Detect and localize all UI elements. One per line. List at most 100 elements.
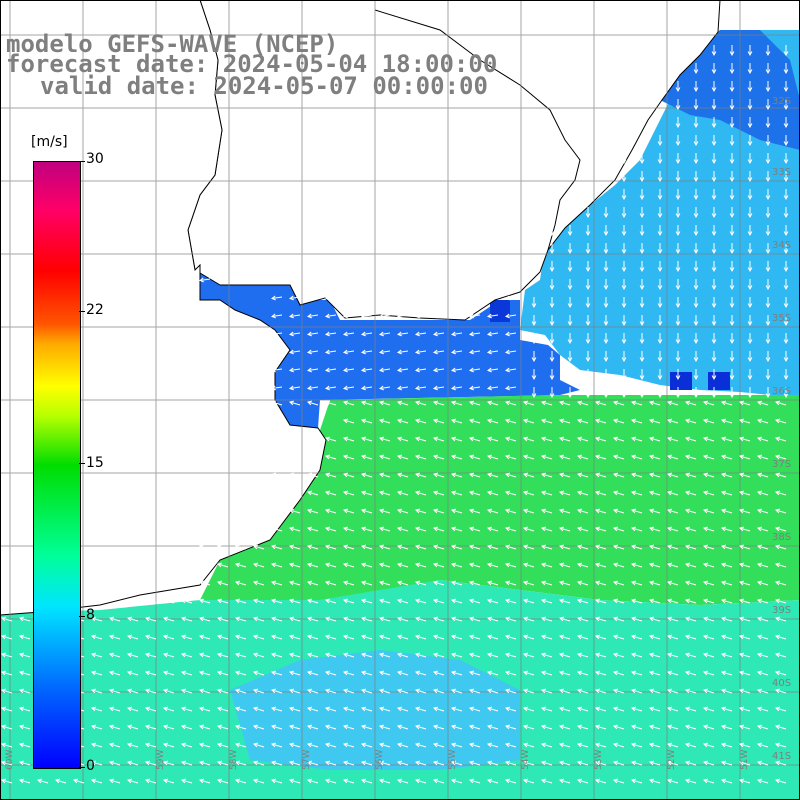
wind-arrow-head	[711, 339, 717, 345]
wind-arrow-head	[432, 331, 438, 337]
wind-arrow-head	[433, 634, 439, 640]
wind-arrow-head	[523, 472, 529, 478]
wind-arrow-shaft	[379, 509, 391, 514]
wind-arrow-head	[667, 400, 673, 406]
wind-arrow-head	[603, 213, 609, 219]
wind-arrow-shaft	[361, 401, 373, 406]
wind-arrow-head	[595, 472, 601, 478]
wind-arrow-shaft	[757, 473, 769, 478]
wind-arrow-shaft	[379, 599, 391, 604]
wind-arrow-shaft	[415, 671, 427, 676]
wind-arrow-shaft	[703, 743, 715, 748]
wind-arrow-head	[721, 652, 727, 658]
wind-arrow-head	[271, 670, 277, 676]
wind-arrow-head	[433, 436, 439, 442]
wind-arrow-shaft	[397, 350, 409, 353]
wind-arrow-head	[523, 706, 529, 712]
wind-arrow-head	[649, 598, 655, 604]
wind-arrow-head	[559, 688, 565, 694]
wind-arrow-shaft	[721, 473, 733, 478]
wind-arrow-shaft	[127, 779, 139, 784]
wind-arrow-head	[595, 688, 601, 694]
wind-arrow-shaft	[703, 491, 715, 496]
wind-arrow-shaft	[343, 545, 355, 550]
wind-arrow-head	[415, 742, 421, 748]
wind-arrow-shaft	[667, 635, 679, 640]
wind-arrow-head	[775, 706, 781, 712]
wind-arrow-shaft	[451, 296, 463, 299]
wind-arrow-shaft	[487, 617, 499, 622]
wind-arrow-shaft	[343, 743, 355, 748]
wind-arrow-shaft	[271, 671, 283, 676]
wind-arrow-head	[486, 367, 492, 373]
wind-arrow-shaft	[595, 707, 607, 712]
wind-arrow-shaft	[271, 725, 283, 730]
wind-arrow-head	[487, 598, 493, 604]
wind-arrow-head	[360, 295, 366, 301]
wind-arrow-head	[415, 400, 421, 406]
wind-arrow-head	[379, 670, 385, 676]
wind-arrow-shaft	[433, 509, 445, 514]
wind-arrow-shaft	[739, 455, 751, 460]
wind-arrow-shaft	[757, 455, 769, 460]
wind-arrow-head	[523, 742, 529, 748]
wind-arrow-head	[1, 778, 7, 784]
wind-arrow-shaft	[397, 725, 409, 730]
wind-arrow-shaft	[145, 599, 157, 604]
wind-arrow-shaft	[325, 743, 337, 748]
wind-arrow-shaft	[379, 779, 391, 784]
wind-arrow-shaft	[361, 386, 373, 389]
wind-arrow-head	[559, 652, 565, 658]
wind-arrow-head	[163, 760, 169, 766]
wind-arrow-head	[523, 634, 529, 640]
wind-arrow-head	[693, 159, 699, 165]
wind-arrow-shaft	[199, 545, 211, 550]
wind-arrow-head	[765, 303, 771, 309]
wind-arrow-head	[325, 544, 331, 550]
wind-arrow-shaft	[415, 599, 427, 604]
wind-arrow-head	[451, 418, 457, 424]
wind-arrow-head	[765, 231, 771, 237]
wind-arrow-head	[621, 159, 627, 165]
wind-arrow-head	[379, 652, 385, 658]
wind-arrow-shaft	[595, 671, 607, 676]
wind-arrow-shaft	[199, 743, 211, 748]
wind-arrow-head	[199, 724, 205, 730]
wind-arrow-head	[504, 367, 510, 373]
wind-arrow-shaft	[253, 581, 265, 586]
wind-arrow-shaft	[235, 743, 247, 748]
wind-arrow-head	[55, 778, 61, 784]
wind-arrow-head	[270, 385, 276, 391]
wind-arrow-shaft	[325, 563, 337, 568]
wind-arrow-shaft	[595, 473, 607, 478]
wind-arrow-head	[685, 598, 691, 604]
wind-arrow-head	[433, 760, 439, 766]
wind-arrow-shaft	[379, 761, 391, 766]
wind-arrow-head	[145, 760, 151, 766]
wind-arrow-head	[414, 349, 420, 355]
wind-arrow-head	[235, 508, 241, 514]
wind-arrow-head	[711, 285, 717, 291]
wind-arrow-head	[1, 742, 7, 748]
wind-arrow-shaft	[379, 314, 391, 317]
wind-arrow-head	[253, 742, 259, 748]
wind-arrow-head	[397, 544, 403, 550]
wind-arrow-head	[595, 598, 601, 604]
wind-arrow-head	[198, 277, 204, 283]
wind-arrow-head	[199, 760, 205, 766]
wind-arrow-shaft	[325, 296, 337, 299]
wind-arrow-head	[361, 490, 367, 496]
wind-arrow-shaft	[343, 386, 355, 389]
wind-arrow-shaft	[91, 617, 103, 622]
wind-arrow-head	[603, 375, 609, 381]
wind-arrow-head	[379, 706, 385, 712]
wind-arrow-head	[621, 321, 627, 327]
wind-arrow-head	[613, 616, 619, 622]
wind-arrow-shaft	[631, 419, 643, 424]
wind-arrow-head	[621, 141, 627, 147]
wind-arrow-shaft	[343, 617, 355, 622]
wind-arrow-shaft	[685, 743, 697, 748]
wind-arrow-head	[271, 688, 277, 694]
wind-arrow-head	[649, 544, 655, 550]
wind-arrow-head	[541, 652, 547, 658]
